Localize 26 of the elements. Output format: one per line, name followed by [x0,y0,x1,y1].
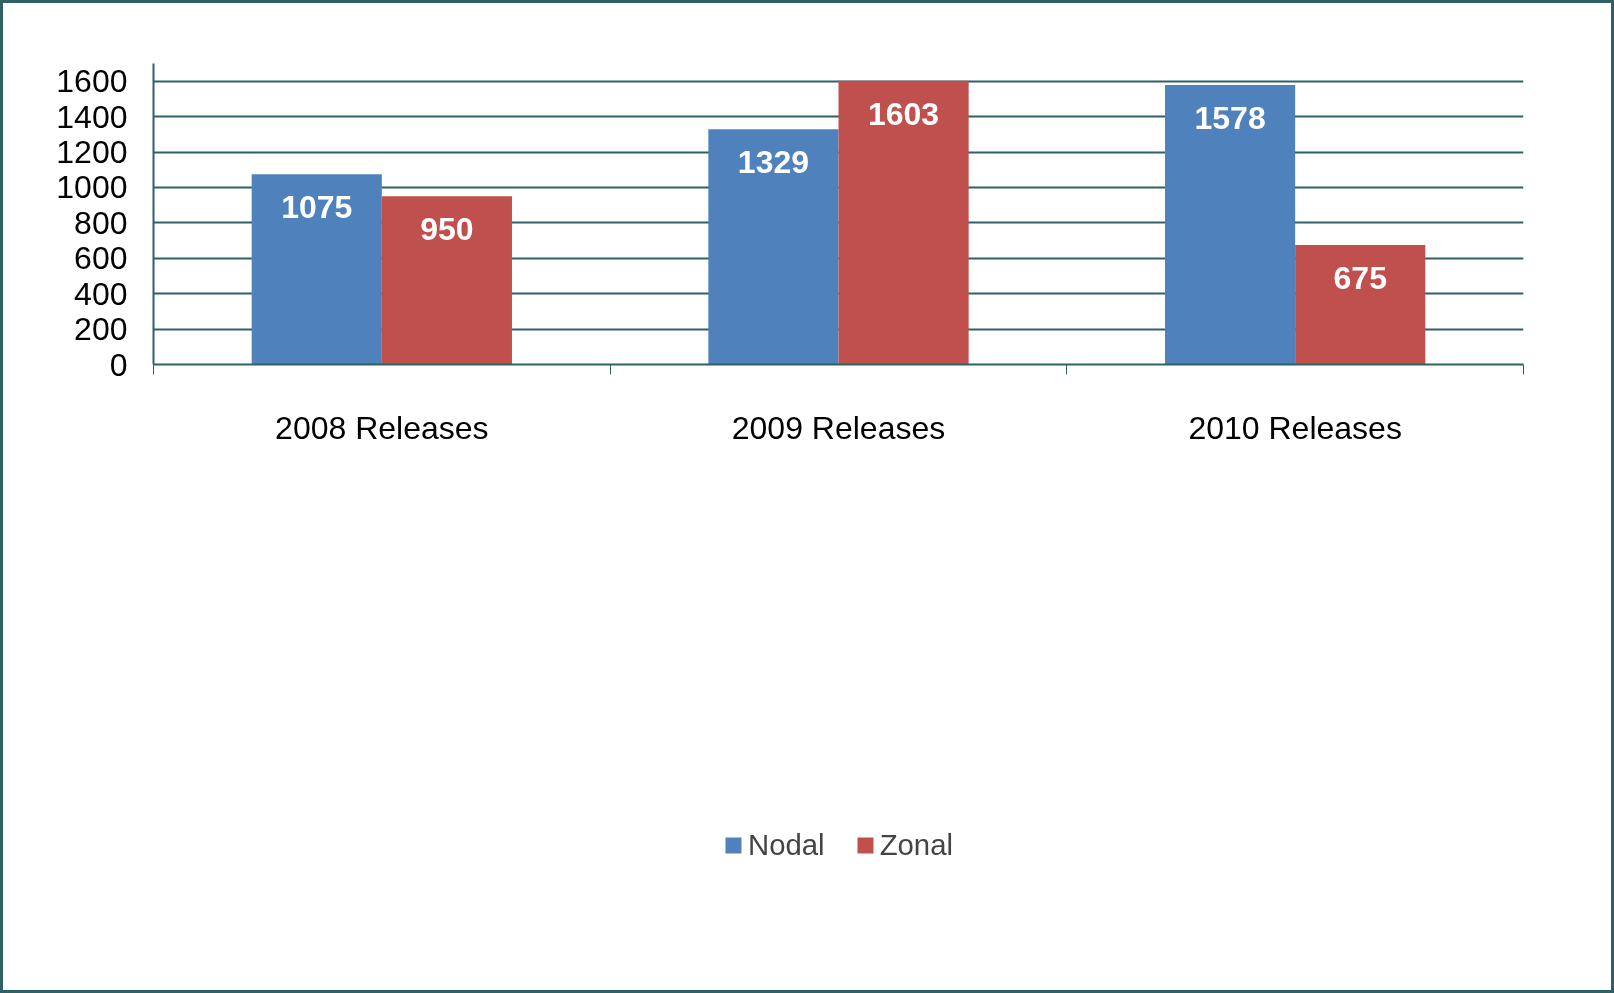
legend-label: Zonal [879,827,954,862]
y-tick-label: 1200 [56,134,128,171]
bar [1295,244,1426,365]
data-label: 950 [420,211,474,248]
y-tick-label: 800 [74,204,128,241]
data-label: 1329 [737,144,810,181]
data-label: 1578 [1194,100,1266,137]
bar [708,129,839,365]
data-label: 1075 [281,189,353,226]
bar [381,196,512,365]
bar [251,174,382,365]
x-tick-label: 2010 Releases [1188,409,1402,446]
x-tick-label: 2009 Releases [731,409,946,446]
y-tick-label: 200 [74,311,128,348]
y-tick-label: 600 [74,240,128,277]
bar [838,80,969,365]
y-tick-label: 1400 [56,98,128,135]
x-tick-label: 2008 Releases [275,409,489,446]
y-tick-label: 1000 [56,169,128,206]
data-label: 1603 [867,95,940,132]
y-tick-label: 400 [74,275,128,312]
legend-label: Nodal [747,827,825,862]
bar [1165,85,1296,365]
y-tick-label: 1600 [56,63,128,100]
data-label: 675 [1333,259,1387,296]
y-tick-label: 0 [109,346,128,383]
